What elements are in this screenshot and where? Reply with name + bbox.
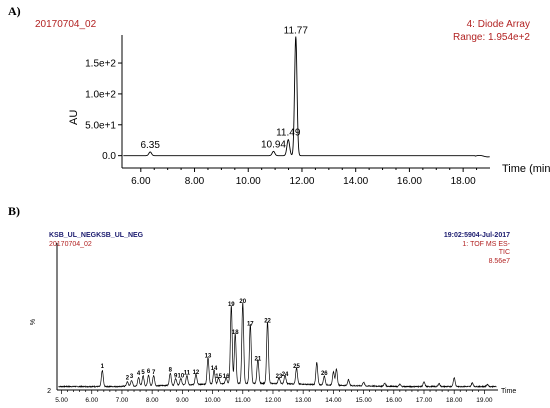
panel-b-x-tick-label: 5.00: [55, 397, 68, 404]
panel-b-file-title: KSB_UL_NEGKSB_UL_NEG: [49, 232, 144, 239]
panel-b-peak-label: 3: [130, 374, 134, 380]
panel-b-y-tick-label: 2: [47, 388, 51, 395]
panel-b-x-tick-label: 12.00: [265, 397, 282, 404]
panel-b-x-tick-label: 19.00: [476, 397, 493, 404]
panel-b-peak-label: 23: [276, 374, 283, 380]
panel-b-peak-label: 20: [239, 299, 246, 305]
panel-b-peak-label: 7: [152, 370, 156, 376]
panel-b-peak-label: 18: [232, 330, 239, 336]
panel-a-y-tick-label: 1.5e+2: [85, 59, 116, 70]
panel-b-x-tick-label: 14.00: [325, 397, 342, 404]
panel-b-peak-label: 22: [264, 318, 271, 324]
panel-b-peak-label: 17: [247, 321, 254, 327]
panel-b-datetime: 19:02:5904-Jul-2017: [443, 232, 510, 239]
panel-b-x-tick-label: 18.00: [446, 397, 463, 404]
panel-a-peak-label: 10.94: [261, 139, 286, 150]
panel-a-y-tick-label: 1.0e+2: [85, 89, 116, 100]
panel-b-peak-label: 19: [228, 302, 235, 308]
panel-a-x-tick-label: 10.00: [236, 176, 261, 187]
panel-a-x-tick-label: 12.00: [289, 176, 314, 187]
panel-b-x-tick-label: 8.00: [146, 397, 159, 404]
panel-b-letter: B): [8, 204, 20, 218]
panel-a-peak-label: 11.49: [276, 128, 301, 139]
panel-b-peak-label: 11: [184, 371, 191, 377]
panel-a-sample-id: 20170704_02: [35, 19, 97, 30]
panel-b-x-tick-label: 10.00: [204, 397, 221, 404]
panel-b-detector-2: TIC: [498, 249, 510, 256]
panel-b-x-tick-label: 16.00: [386, 397, 403, 404]
panel-a-range: Range: 1.954e+2: [452, 32, 530, 43]
panel-a-x-axis-label: Time (min): [502, 163, 550, 175]
panel-a-peak-label: 6.35: [140, 140, 160, 151]
panel-b-trace-line: [58, 302, 497, 389]
panel-b-peak-label: 26: [321, 371, 328, 377]
panel-b-peak-label: 1: [101, 364, 105, 370]
panel-b-peak-label: 8: [169, 368, 173, 374]
panel-b-peak-label: 5: [141, 370, 145, 376]
panel-a-peak-label: 11.77: [284, 25, 309, 36]
panel-b-peak-label: 2: [126, 376, 130, 382]
panel-b-peak-label: 25: [293, 364, 300, 370]
panel-a-x-tick-label: 6.00: [131, 176, 151, 187]
panel-b-peak-label: 4: [137, 371, 141, 377]
panel-a-y-tick-label: 5.0e+1: [85, 120, 116, 131]
panel-a-x-tick-label: 14.00: [343, 176, 368, 187]
panel-b-peak-label: 9: [174, 373, 178, 379]
panel-a-x-tick-label: 18.00: [451, 176, 476, 187]
panel-b-intensity: 8.56e7: [488, 258, 510, 265]
panel-a-trace-line: [123, 36, 490, 158]
panel-a-y-tick-label: 0.0: [102, 151, 116, 162]
panel-b-x-tick-label: 9.00: [176, 397, 189, 404]
panel-b-x-tick-label: 15.00: [355, 397, 372, 404]
panel-b-x-axis-label: Time: [501, 388, 516, 395]
panel-b-peak-label: 24: [282, 372, 289, 378]
panel-b-peak-label: 13: [205, 354, 212, 360]
panel-b-peak-label: 14: [211, 366, 218, 372]
panel-b-x-tick-label: 11.00: [235, 397, 251, 404]
panel-b-peak-label: 21: [255, 357, 262, 363]
panel-b-peak-label: 6: [147, 369, 151, 375]
panel-a-detector: 4: Diode Array: [466, 19, 530, 30]
panel-a-x-tick-label: 8.00: [185, 176, 205, 187]
panel-a-y-axis-label: AU: [68, 110, 80, 125]
panel-b-x-tick-label: 17.00: [416, 397, 433, 404]
panel-a-x-tick-label: 16.00: [397, 176, 422, 187]
panel-b-x-tick-label: 7.00: [116, 397, 129, 404]
panel-b-peak-label: 10: [177, 373, 184, 379]
panel-b-sample-id: 20170704_02: [49, 241, 92, 248]
panel-b-x-tick-label: 13.00: [295, 397, 312, 404]
panel-b-peak-label: 16: [223, 374, 230, 380]
panel-b-y-axis-label: %: [30, 319, 37, 325]
panel-a-letter: A): [8, 4, 21, 18]
panel-b-x-tick-label: 6.00: [85, 397, 98, 404]
panel-b-detector-1: 1: TOF MS ES-: [462, 241, 510, 248]
panel-b-peak-label: 15: [215, 374, 222, 380]
panel-b-peak-label: 12: [193, 370, 200, 376]
